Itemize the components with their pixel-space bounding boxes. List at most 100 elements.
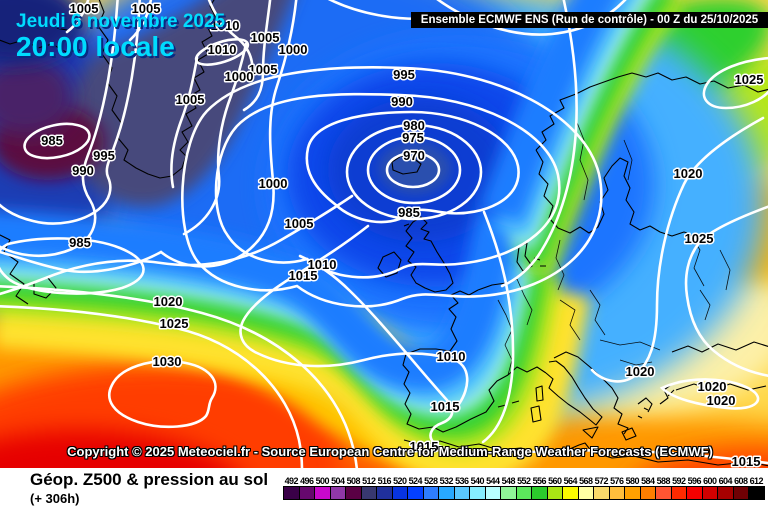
pressure-label: 1010: [308, 257, 337, 272]
legend-values-row: 492 496 500 504 508 512 516 520 524 528 532 536 540 5…: [284, 476, 768, 486]
legend-value: 612: [749, 476, 764, 486]
legend-value: 548: [501, 476, 516, 486]
pressure-label: 1005: [176, 92, 205, 107]
legend-value: 516: [377, 476, 392, 486]
legend-value: 600: [703, 476, 717, 486]
legend-swatch: [422, 486, 439, 500]
pressure-label: 995: [93, 148, 115, 163]
pressure-label: 970: [403, 148, 425, 163]
legend-swatch: [484, 486, 501, 500]
pressure-label: 1010: [208, 42, 237, 57]
legend-value: 592: [672, 476, 686, 486]
pressure-label: 985: [41, 133, 63, 148]
legend-swatch: [670, 486, 687, 500]
legend-value: 608: [734, 476, 748, 486]
pressure-label: 1010: [437, 349, 466, 364]
pressure-label: 1010: [211, 18, 240, 33]
legend-swatch: [701, 486, 718, 500]
pressure-label: 985: [69, 235, 91, 250]
legend-swatch: [391, 486, 408, 500]
pressure-label: 1015: [289, 268, 318, 283]
pressure-label: 1020: [674, 166, 703, 181]
legend-swatch: [639, 486, 656, 500]
legend-swatch: [732, 486, 749, 500]
legend-swatch: [407, 486, 424, 500]
legend-swatch: [562, 486, 579, 500]
legend-swatch: [593, 486, 610, 500]
legend-value: 544: [486, 476, 500, 486]
legend-value: 536: [455, 476, 469, 486]
color-scale-legend: 492 496 500 504 508 512 516 520 524 528 532 536 540 5…: [283, 476, 768, 500]
legend-value: 552: [517, 476, 531, 486]
legend-swatch: [546, 486, 563, 500]
legend-value: 508: [346, 476, 361, 486]
legend-swatch: [469, 486, 486, 500]
legend-swatch: [298, 486, 315, 500]
legend-swatch: [453, 486, 470, 500]
pressure-label: 1000: [259, 176, 288, 191]
pressure-label: 1005: [132, 1, 161, 16]
legend-value: 496: [300, 476, 314, 486]
pressure-label: 1000: [279, 42, 308, 57]
pressure-label: 975: [402, 130, 424, 145]
pressure-label: 1025: [160, 316, 189, 331]
forecast-lead-time: (+ 306h): [30, 491, 80, 506]
legend-swatch: [345, 486, 362, 500]
pressure-label: 1025: [735, 72, 764, 87]
legend-swatch: [376, 486, 393, 500]
legend-swatch: [748, 486, 765, 500]
legend-value: 572: [594, 476, 609, 486]
legend-swatch: [608, 486, 625, 500]
legend-swatch: [314, 486, 331, 500]
pressure-label: 985: [398, 205, 420, 220]
legend-swatch: [438, 486, 455, 500]
legend-value: 604: [718, 476, 733, 486]
legend-value: 492: [284, 476, 299, 486]
pressure-label: 1005: [249, 62, 278, 77]
pressure-label: 1025: [685, 231, 714, 246]
pressure-label: 990: [72, 163, 94, 178]
model-run-banner: Ensemble ECMWF ENS (Run de contrôle) - 0…: [411, 12, 768, 28]
legend-value: 504: [331, 476, 345, 486]
pressure-label: 995: [393, 67, 415, 82]
pressure-label: 1005: [285, 216, 314, 231]
legend-swatch: [500, 486, 517, 500]
legend-value: 540: [470, 476, 485, 486]
legend-value: 560: [548, 476, 562, 486]
legend-swatch: [531, 486, 548, 500]
pressure-label: 1005: [251, 30, 280, 45]
pressure-label: 980: [403, 118, 425, 133]
legend-value: 576: [610, 476, 624, 486]
copyright-text: Copyright © 2025 Meteociel.fr - Source E…: [67, 444, 713, 459]
pressure-label: 1015: [431, 399, 460, 414]
pressure-label: 1000: [225, 69, 254, 84]
legend-swatches-row: [283, 486, 768, 500]
product-title: Géop. Z500 & pression au sol: [30, 470, 269, 489]
pressure-label: 1015: [732, 454, 761, 468]
country-borders: [497, 119, 731, 376]
legend-swatch: [329, 486, 346, 500]
legend-value: 596: [687, 476, 702, 486]
legend-value: 556: [532, 476, 547, 486]
legend-value: 580: [625, 476, 640, 486]
legend-swatch: [717, 486, 734, 500]
legend-value: 528: [424, 476, 438, 486]
pressure-label: 1020: [707, 393, 736, 408]
legend-value: 524: [408, 476, 423, 486]
pressure-label: 1020: [626, 364, 655, 379]
isobars-layer: [0, 0, 768, 472]
legend-swatch: [360, 486, 377, 500]
legend-swatch: [577, 486, 594, 500]
legend-value: 532: [439, 476, 454, 486]
legend-value: 564: [563, 476, 578, 486]
legend-swatch: [686, 486, 703, 500]
legend-value: 588: [656, 476, 671, 486]
pressure-label: 1020: [698, 379, 727, 394]
footer-bar: Géop. Z500 & pression au sol (+ 306h) 49…: [0, 468, 768, 512]
legend-swatch: [655, 486, 672, 500]
legend-swatch: [624, 486, 641, 500]
